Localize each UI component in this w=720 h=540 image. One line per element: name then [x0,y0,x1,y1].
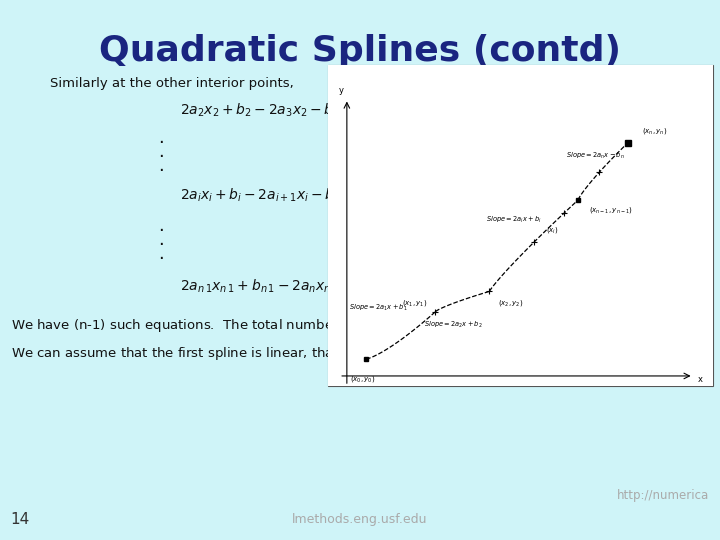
Text: We can assume that the first spline is linear, that is   $a_1 = 0$: We can assume that the first spline is l… [11,345,405,362]
Text: 14: 14 [11,512,30,527]
Text: http://numerica: http://numerica [617,489,709,502]
Text: .: . [158,143,164,161]
Text: $Slope = 2a_1 x + b_1$: $Slope = 2a_1 x + b_1$ [348,303,408,313]
Bar [328,65,713,386]
Text: $(x_2, y_2)$: $(x_2, y_2)$ [498,298,523,308]
Text: $(x_i)$: $(x_i)$ [546,225,559,235]
Text: $(x_{n-1}, y_{n-1})$: $(x_{n-1}, y_{n-1})$ [589,205,633,215]
Text: $2a_{n\,1} x_{n\,1} + b_{n\,1} - 2a_n x_{n\,1} - b_n = 0$: $2a_{n\,1} x_{n\,1} + b_{n\,1} - 2a_n x_… [180,278,397,295]
Text: x: x [698,375,703,384]
Text: $(x_n, y_n)$: $(x_n, y_n)$ [642,126,667,136]
Text: lmethods.eng.usf.edu: lmethods.eng.usf.edu [292,513,428,526]
Text: .: . [158,217,164,235]
Text: Quadratic Splines (contd): Quadratic Splines (contd) [99,35,621,68]
Text: We have (n-1) such equations.  The total number of equations is $(2n) - (n-1) = : We have (n-1) such equations. The total … [11,316,603,334]
Text: .: . [158,129,164,147]
Text: $(x_1, y_1)$: $(x_1, y_1)$ [402,298,427,308]
Text: $(x_0, y_0)$: $(x_0, y_0)$ [350,374,375,384]
Text: $Slope = 2a_2 x + b_2$: $Slope = 2a_2 x + b_2$ [424,320,482,330]
Text: $2a_i x_i + b_i - 2a_{i+1} x_i - b_{i+1} = 0$: $2a_i x_i + b_i - 2a_{i+1} x_i - b_{i+1}… [180,187,382,204]
Text: $Slope = 2a_n x - b_n$: $Slope = 2a_n x - b_n$ [567,151,625,161]
Text: $2a_2 x_2 + b_2 - 2a_3 x_2 - b_3 = 0$: $2a_2 x_2 + b_2 - 2a_3 x_2 - b_3 = 0$ [180,102,366,119]
Text: $Slope = 2a_i x + b_i$: $Slope = 2a_i x + b_i$ [485,215,541,226]
Text: .: . [158,231,164,249]
Text: y: y [338,86,343,95]
Text: .: . [158,245,164,263]
Text: Similarly at the other interior points,: Similarly at the other interior points, [50,77,294,90]
Text: .: . [158,157,164,176]
